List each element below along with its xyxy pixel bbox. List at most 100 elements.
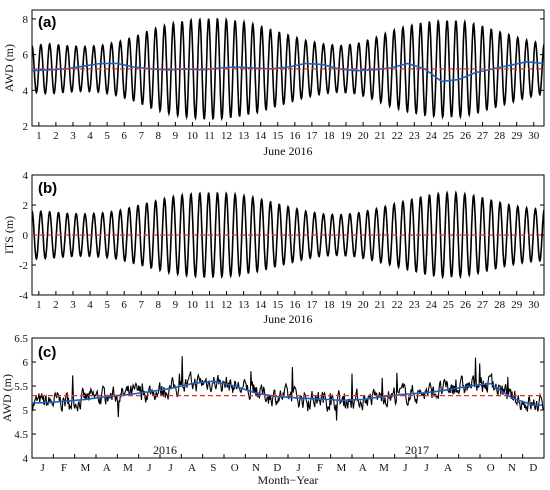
- panel-b-xtick-label: 16: [289, 299, 301, 311]
- panel-b-xtick-label: 7: [138, 299, 144, 311]
- panel-c-month-label: S: [210, 462, 216, 474]
- panel-c-ytick-label: 6.5: [14, 333, 28, 345]
- year-label-2016: 2016: [153, 443, 177, 457]
- panel-a-xtick-label: 14: [255, 130, 267, 142]
- panel-c-month-label: N: [508, 462, 516, 474]
- panel-c-month-label: O: [231, 462, 239, 474]
- panel-c-month-label: M: [336, 462, 346, 474]
- panel-b-xtick-label: 23: [409, 299, 421, 311]
- panel-b-xtick-label: 21: [375, 299, 386, 311]
- panel-a-xtick-label: 2: [53, 130, 59, 142]
- panel-b-xtick-label: 29: [511, 299, 523, 311]
- panel-b-series-tide: [32, 190, 544, 280]
- panel-a-xtick-label: 22: [392, 130, 403, 142]
- panel-a-xtick-label: 28: [494, 130, 506, 142]
- panel-a-xtick-label: 26: [460, 130, 472, 142]
- panel-c-month-label: J: [169, 462, 174, 474]
- panel-c-month-label: A: [444, 462, 452, 474]
- panel-a-xtick-label: 25: [443, 130, 455, 142]
- panel-c-ytick-label: 5.5: [14, 381, 28, 393]
- panel-a-xlabel: June 2016: [264, 144, 313, 158]
- panel-b-xtick-label: 28: [494, 299, 506, 311]
- panel-a-xtick-label: 30: [528, 130, 540, 142]
- panel-c-month-label: J: [425, 462, 430, 474]
- panel-c-month-label: F: [317, 462, 323, 474]
- panel-b-ytick-label: -2: [19, 260, 28, 272]
- year-label-2017: 2017: [405, 443, 429, 457]
- panel-a-xtick-label: 4: [87, 130, 93, 142]
- panel-a-xtick-label: 20: [358, 130, 370, 142]
- panel-b-xtick-label: 4: [87, 299, 93, 311]
- panel-b-ytick-label: -4: [19, 290, 29, 302]
- panel-a-xtick-label: 17: [306, 130, 318, 142]
- panel-c-month-label: F: [61, 462, 67, 474]
- panel-b-xtick-label: 8: [156, 299, 162, 311]
- panel-a-xtick-label: 18: [323, 130, 335, 142]
- panel-c-month-label: D: [529, 462, 537, 474]
- panel-a-xtick-label: 9: [173, 130, 179, 142]
- panel-a-series-smoothed: [32, 60, 544, 83]
- panel-b-xtick-label: 5: [104, 299, 110, 311]
- panel-b-xtick-label: 26: [460, 299, 472, 311]
- panel-c-month-label: S: [466, 462, 472, 474]
- panel-c-xlabel: Month−Year: [258, 473, 319, 487]
- panel-c-month-label: N: [252, 462, 260, 474]
- panel-c-month-label: M: [123, 462, 133, 474]
- panel-a-xtick-label: 19: [341, 130, 353, 142]
- panel-b-ytick-label: 4: [23, 170, 29, 182]
- panel-c-month-label: J: [403, 462, 408, 474]
- panel-b-xtick-label: 22: [392, 299, 403, 311]
- panel-a-xtick-label: 10: [187, 130, 199, 142]
- panel-c-ytick-label: 4.5: [14, 429, 28, 441]
- panel-a-xtick-label: 6: [121, 130, 127, 142]
- panel-b-ytick-label: 2: [23, 200, 29, 212]
- panel-c-series-daily: [32, 356, 544, 421]
- panel-a-xtick-label: 16: [289, 130, 301, 142]
- panel-a-xtick-label: 1: [36, 130, 42, 142]
- panel-a-ytick-label: 8: [23, 14, 29, 26]
- panel-b-xtick-label: 13: [238, 299, 250, 311]
- panel-c-month-label: O: [487, 462, 495, 474]
- panel-b-xtick-label: 30: [528, 299, 540, 311]
- panel-b-xtick-label: 12: [221, 299, 232, 311]
- panel-a-xtick-label: 8: [156, 130, 162, 142]
- panel-b-xtick-label: 24: [426, 299, 438, 311]
- panel-b-xtick-label: 25: [443, 299, 455, 311]
- panel-c-month-label: M: [379, 462, 389, 474]
- panel-a-xtick-label: 5: [104, 130, 110, 142]
- panel-a-label: (a): [38, 14, 56, 31]
- panel-a-xtick-label: 3: [70, 130, 76, 142]
- panel-a-frame: [31, 9, 545, 127]
- panel-a-xtick-label: 15: [272, 130, 284, 142]
- panel-b-xtick-label: 6: [121, 299, 127, 311]
- panel-a-xtick-label: 12: [221, 130, 232, 142]
- panel-b-xtick-label: 18: [323, 299, 335, 311]
- panel-c-ylabel: AWD (m): [0, 374, 14, 422]
- panel-b-xtick-label: 11: [204, 299, 215, 311]
- panel-c-ytick-label: 6: [23, 357, 29, 369]
- panel-c-month-label: J: [297, 462, 302, 474]
- panel-b-label: (b): [38, 180, 57, 197]
- panel-a-xtick-label: 13: [238, 130, 250, 142]
- panel-b-xtick-label: 17: [306, 299, 318, 311]
- panel-a-xtick-label: 24: [426, 130, 438, 142]
- panel-c-month-label: A: [103, 462, 111, 474]
- panel-b-xtick-label: 1: [36, 299, 42, 311]
- panel-a-ytick-label: 6: [23, 50, 29, 62]
- panel-a-series-water-depth: [32, 17, 544, 122]
- panel-c-ytick-label: 5: [23, 405, 29, 417]
- panel-c-ytick-label: 4: [23, 453, 29, 465]
- panel-b-xtick-label: 27: [477, 299, 489, 311]
- panel-b-xtick-label: 15: [272, 299, 284, 311]
- panel-a-xtick-label: 21: [375, 130, 386, 142]
- panel-b-xtick-label: 2: [53, 299, 59, 311]
- panel-b-ytick-label: 0: [23, 230, 29, 242]
- panel-c-month-label: D: [273, 462, 281, 474]
- panel-c: (c) AWD (m) Month−Year 2016 2017 4 4.5 5 5.…: [0, 333, 545, 487]
- panel-b-xtick-label: 10: [187, 299, 199, 311]
- panel-a-ylabel: AWD (m): [2, 44, 16, 92]
- panel-c-month-label: A: [359, 462, 367, 474]
